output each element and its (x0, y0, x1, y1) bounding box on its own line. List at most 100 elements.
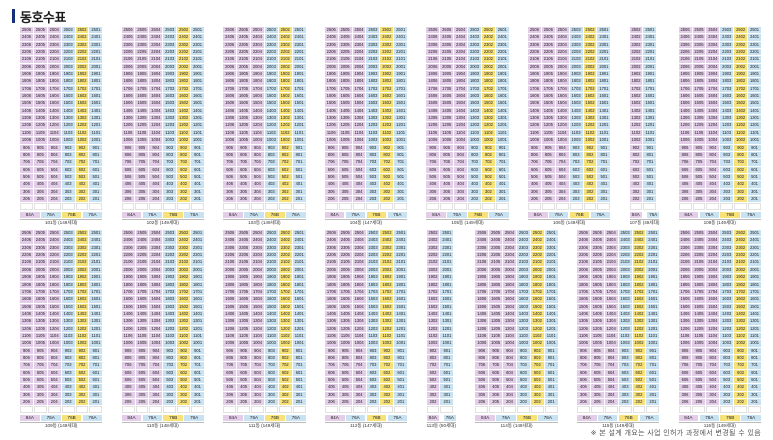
unit-cell: 1204 (503, 325, 516, 332)
unit-cell (692, 203, 706, 210)
unit-cell: 504 (706, 376, 720, 384)
unit-cell: 404 (47, 181, 61, 188)
unit-cell: 301 (597, 188, 611, 195)
unit-cell: 2101 (643, 56, 657, 63)
unit-cell: 704 (503, 362, 516, 369)
unit-cell: 2002 (75, 63, 89, 71)
unit-cell: 2201 (292, 252, 306, 259)
unit-cell: 2004 (149, 266, 163, 274)
unit-cell: 1205 (541, 122, 555, 129)
unit-cell: 201 (191, 195, 204, 203)
unit-cell: 1906 (121, 274, 135, 281)
unit-cell: 703 (264, 159, 278, 166)
unit-cell: 1304 (47, 115, 61, 122)
unit-cell: 402 (380, 181, 394, 188)
unit-cell: 2203 (618, 252, 632, 259)
unit-cell: 2401 (394, 237, 408, 244)
unit-cell: 1601 (495, 93, 509, 100)
unit-cell: 1005 (338, 340, 352, 347)
unit-cell: 1001 (646, 340, 660, 347)
unit-grid: 2506 2505 2504 2503 2502 2501 2406 2405 2404 2403… (223, 27, 306, 210)
unit-cell: 2202 (426, 252, 440, 259)
unit-cell: 2005 (692, 266, 706, 274)
unit-cell: 2105 (692, 259, 706, 266)
unit-cell: 902 (177, 144, 191, 151)
unit-cell: 302 (75, 391, 89, 398)
unit-cell: 2206 (324, 49, 338, 56)
unit-cell: 905 (135, 144, 149, 151)
unit-cell: 1404 (149, 310, 163, 318)
unit-cell: 2104 (604, 259, 618, 266)
unit-cell: 504 (47, 376, 61, 384)
unit-cell: 1605 (135, 296, 149, 303)
unit-cell: 1203 (61, 122, 75, 129)
unit-cell: 2005 (440, 63, 454, 71)
unit-cell: 701 (544, 362, 558, 369)
unit-cell: 1405 (33, 107, 47, 115)
unit-cell: 1401 (544, 310, 558, 318)
unit-cell: 2104 (454, 56, 468, 63)
unit-cell: 1401 (89, 310, 103, 318)
unit-cell: 1704 (352, 288, 366, 296)
unit-cell: 2302 (426, 244, 440, 252)
unit-cell: 1603 (61, 93, 75, 100)
unit-cell: 2306 (324, 41, 338, 49)
unit-cell: 1505 (692, 100, 706, 107)
unit-cell: 2403 (720, 237, 734, 244)
unit-cell: 2505 (135, 27, 149, 34)
unit-cell: 805 (692, 354, 706, 362)
unit-cell: 2504 (706, 27, 720, 34)
unit-cell: 1403 (163, 107, 177, 115)
unit-cell (33, 406, 47, 413)
unit-cell: 1802 (530, 281, 544, 288)
unit-cell: 1505 (33, 100, 47, 107)
unit-cell: 1302 (75, 318, 89, 325)
unit-cell: 1003 (61, 137, 75, 144)
unit-cell: 1806 (426, 78, 440, 85)
unit-cell: 1305 (33, 318, 47, 325)
unit-cell: 502 (583, 173, 597, 181)
unit-cell: 406 (223, 384, 237, 391)
unit-cell: 2204 (352, 252, 366, 259)
unit-cell: 2102 (177, 259, 191, 266)
unit-cell: 704 (149, 362, 163, 369)
unit-cell: 1905 (135, 71, 149, 78)
unit-cell: 802 (530, 354, 544, 362)
unit-cell: 206 (121, 399, 135, 406)
unit-cell: 506 (121, 173, 135, 181)
unit-cell: 2406 (678, 34, 692, 41)
unit-cell: 1006 (20, 137, 33, 144)
unit-cell: 1702 (530, 288, 544, 296)
unit-cell: 902 (632, 347, 646, 354)
unit-cell: 901 (646, 347, 660, 354)
unit-cell: 1701 (495, 85, 509, 93)
unit-cell: 1104 (706, 332, 720, 340)
unit-cell: 402 (75, 181, 89, 188)
unit-cell: 2501 (292, 27, 306, 34)
unit-cell: 1702 (629, 85, 643, 93)
unit-cell: 2101 (394, 56, 408, 63)
unit-cell: 2104 (706, 259, 720, 266)
unit-cell: 2103 (468, 56, 481, 63)
unit-cell: 2503 (264, 27, 278, 34)
unit-cell: 1205 (135, 122, 149, 129)
unit-cell: 2306 (678, 41, 692, 49)
unit-cell: 301 (292, 188, 306, 195)
unit-cell: 903 (366, 347, 380, 354)
unit-cell: 2505 (692, 230, 706, 237)
unit-cell: 2004 (47, 266, 61, 274)
unit-cell: 2001 (191, 63, 204, 71)
unit-cell (163, 406, 177, 413)
unit-cell: 703 (366, 159, 380, 166)
unit-cell: 1402 (629, 107, 643, 115)
unit-cell: 306 (426, 188, 440, 195)
unit-cell: 2004 (454, 63, 468, 71)
unit-cell: 1402 (583, 107, 597, 115)
unit-cell: 2003 (264, 63, 278, 71)
unit-cell: 506 (223, 173, 237, 181)
unit-cell: 1506 (223, 100, 237, 107)
unit-cell: 2102 (380, 56, 394, 63)
unit-cell: 2302 (530, 244, 544, 252)
unit-cell: 901 (544, 347, 558, 354)
unit-cell: 801 (646, 354, 660, 362)
